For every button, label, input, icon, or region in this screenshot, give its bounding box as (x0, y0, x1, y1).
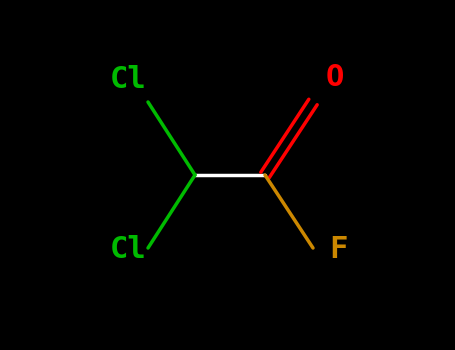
Text: Cl: Cl (110, 236, 147, 265)
Text: O: O (326, 63, 344, 92)
Text: Cl: Cl (110, 65, 147, 95)
Text: F: F (329, 236, 347, 265)
